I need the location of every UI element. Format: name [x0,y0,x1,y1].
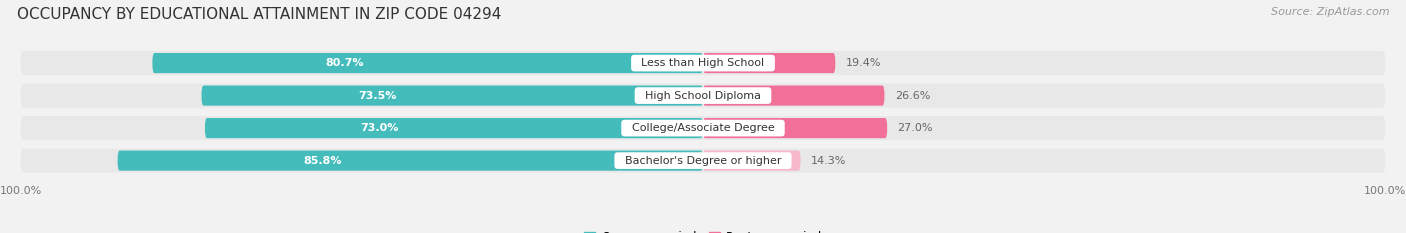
FancyBboxPatch shape [703,86,884,106]
Legend: Owner-occupied, Renter-occupied: Owner-occupied, Renter-occupied [579,226,827,233]
Text: Source: ZipAtlas.com: Source: ZipAtlas.com [1271,7,1389,17]
Text: 19.4%: 19.4% [845,58,882,68]
FancyBboxPatch shape [21,84,1385,108]
FancyBboxPatch shape [205,118,703,138]
Text: 26.6%: 26.6% [894,91,931,101]
Text: OCCUPANCY BY EDUCATIONAL ATTAINMENT IN ZIP CODE 04294: OCCUPANCY BY EDUCATIONAL ATTAINMENT IN Z… [17,7,502,22]
Text: 80.7%: 80.7% [326,58,364,68]
FancyBboxPatch shape [21,149,1385,173]
FancyBboxPatch shape [703,118,887,138]
FancyBboxPatch shape [703,151,800,171]
Text: 27.0%: 27.0% [897,123,934,133]
FancyBboxPatch shape [21,116,1385,140]
Text: 73.5%: 73.5% [359,91,396,101]
Text: 85.8%: 85.8% [304,156,342,166]
FancyBboxPatch shape [118,151,703,171]
Text: 73.0%: 73.0% [360,123,398,133]
Text: Bachelor's Degree or higher: Bachelor's Degree or higher [617,156,789,166]
FancyBboxPatch shape [201,86,703,106]
FancyBboxPatch shape [703,53,835,73]
FancyBboxPatch shape [21,51,1385,75]
FancyBboxPatch shape [152,53,703,73]
Text: High School Diploma: High School Diploma [638,91,768,101]
Text: College/Associate Degree: College/Associate Degree [624,123,782,133]
Text: Less than High School: Less than High School [634,58,772,68]
Text: 14.3%: 14.3% [811,156,846,166]
